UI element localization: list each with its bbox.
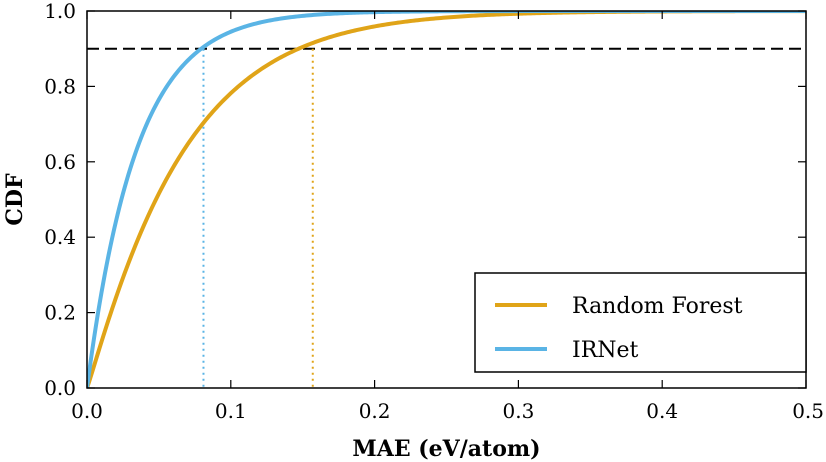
y-tick-label: 0.2 (44, 301, 76, 325)
legend-label: IRNet (572, 338, 639, 363)
y-tick-label: 0.8 (44, 74, 76, 98)
x-tick-label: 0.0 (71, 399, 103, 423)
x-tick-label: 0.3 (502, 399, 534, 423)
y-axis-label: CDF (2, 173, 28, 226)
plot-frame (86, 10, 807, 389)
x-tick-label: 0.2 (359, 399, 391, 423)
legend-box (474, 272, 807, 373)
x-tick-label: 0.5 (792, 399, 824, 423)
y-tick-label: 0.0 (44, 376, 76, 400)
y-tick-label: 1.0 (44, 0, 76, 23)
x-tick-label: 0.1 (215, 399, 247, 423)
x-axis-label: MAE (eV/atom) (352, 436, 540, 462)
legend: Random Forest IRNet (474, 272, 807, 373)
y-tick-label: 0.4 (44, 225, 76, 249)
y-tick-label: 0.6 (44, 150, 76, 174)
legend-label: Random Forest (572, 294, 743, 319)
x-tick-label: 0.4 (646, 399, 678, 423)
